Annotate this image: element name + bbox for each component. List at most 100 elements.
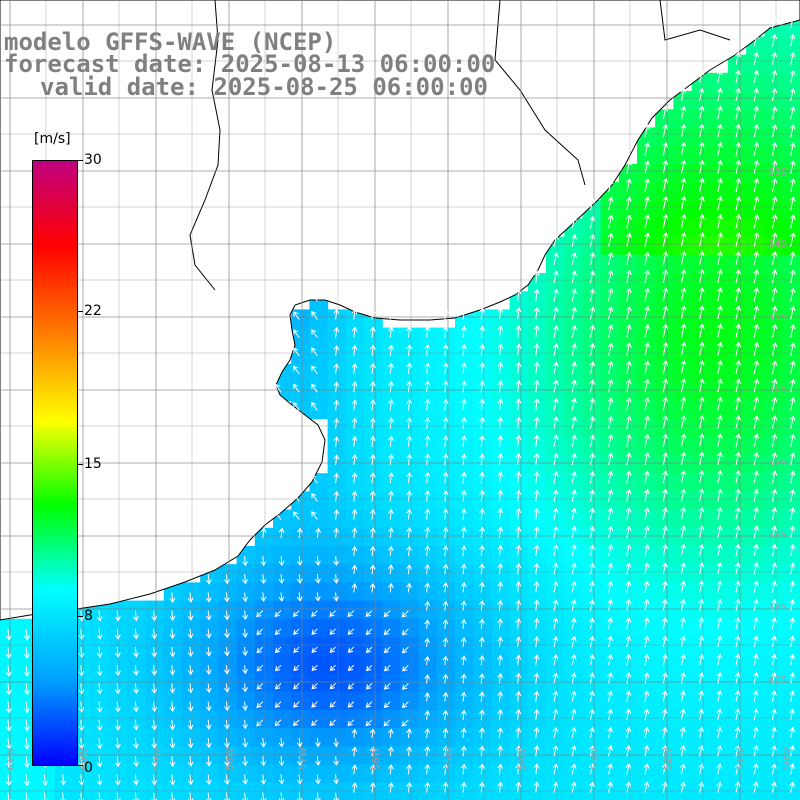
colorbar-tick-0: 0 — [84, 760, 93, 776]
speed-cell — [564, 418, 583, 438]
wind-arrow — [151, 628, 158, 640]
wind-arrow — [293, 383, 300, 393]
speed-cell — [491, 400, 511, 420]
speed-cell — [764, 527, 784, 547]
wind-arrow — [717, 177, 723, 193]
wind-arrow — [771, 635, 777, 648]
wind-arrow — [497, 307, 504, 320]
wind-arrow — [552, 452, 559, 466]
speed-cell — [746, 509, 765, 529]
wind-arrow — [311, 492, 318, 502]
wind-arrow — [589, 653, 595, 666]
speed-cell — [473, 400, 492, 420]
wind-arrow — [771, 617, 777, 629]
wind-arrow — [571, 507, 577, 520]
speed-cell — [746, 327, 765, 347]
speed-cell — [691, 655, 711, 674]
wind-arrow — [256, 701, 264, 709]
speed-cell — [582, 691, 602, 711]
speed-cell — [546, 746, 565, 765]
speed-cell — [546, 546, 565, 565]
speed-cell — [309, 764, 329, 784]
speed-cell — [709, 127, 729, 147]
wind-arrow — [698, 341, 705, 356]
wind-arrow — [424, 362, 431, 375]
speed-cell — [691, 254, 711, 274]
wind-arrow — [662, 580, 668, 593]
speed-cell — [655, 637, 674, 656]
wind-arrow — [388, 344, 394, 356]
wind-arrow — [698, 671, 704, 684]
wind-arrow — [387, 728, 394, 739]
wind-arrow — [515, 617, 522, 629]
wind-arrow — [114, 701, 121, 713]
speed-cell — [673, 564, 693, 583]
speed-cell — [582, 582, 602, 602]
wind-arrow — [789, 396, 796, 411]
wind-arrow — [351, 728, 358, 739]
speed-cell — [0, 618, 19, 638]
speed-cell — [127, 637, 147, 656]
speed-cell — [782, 91, 800, 110]
wind-arrow — [333, 417, 340, 429]
speed-cell — [600, 655, 620, 674]
wind-arrow — [625, 781, 632, 793]
speed-cell — [473, 364, 492, 383]
wind-arrow — [625, 580, 632, 593]
wind-arrow — [461, 343, 467, 356]
speed-cell — [527, 309, 547, 329]
speed-cell — [527, 637, 547, 656]
wind-arrow — [333, 344, 340, 356]
speed-cell — [400, 618, 420, 638]
wind-arrow — [442, 489, 449, 502]
speed-cell — [618, 691, 638, 711]
speed-cell — [455, 418, 474, 438]
wind-arrow — [625, 470, 632, 484]
wind-arrow — [643, 690, 650, 702]
speed-cell — [618, 473, 638, 492]
speed-cell — [163, 728, 183, 747]
wind-arrow — [297, 527, 303, 538]
wind-arrow — [735, 359, 741, 375]
wind-arrow — [625, 324, 632, 338]
speed-cell — [673, 618, 693, 638]
speed-cell — [200, 691, 219, 711]
speed-cell — [637, 436, 656, 456]
wind-arrow — [698, 69, 705, 83]
speed-cell — [491, 691, 511, 711]
wind-arrow — [205, 774, 212, 786]
wind-arrow — [735, 396, 741, 411]
wind-arrow — [717, 213, 723, 229]
wind-arrow — [571, 215, 577, 229]
wind-arrow — [771, 341, 778, 356]
wind-arrow — [789, 653, 795, 666]
speed-cell — [764, 382, 784, 401]
speed-cell — [382, 509, 401, 529]
speed-cell — [309, 728, 329, 747]
speed-cell — [509, 746, 529, 765]
wind-arrow — [734, 653, 741, 666]
speed-cell — [546, 491, 565, 511]
speed-cell — [691, 582, 711, 602]
wind-arrow — [274, 383, 282, 393]
wind-arrow — [570, 672, 577, 684]
speed-cell — [691, 764, 711, 784]
speed-cell — [782, 327, 800, 347]
speed-cell — [18, 764, 37, 784]
wind-arrow — [662, 123, 669, 138]
wind-arrow — [607, 360, 614, 375]
wind-arrow — [680, 470, 687, 484]
speed-cell — [746, 182, 765, 201]
speed-cell — [600, 618, 620, 638]
speed-cell — [382, 473, 401, 492]
speed-cell — [728, 637, 747, 656]
speed-cell — [637, 709, 656, 729]
wind-arrow — [24, 665, 30, 678]
speed-cell — [564, 236, 583, 256]
wind-arrow — [274, 511, 282, 520]
wind-arrow — [734, 598, 741, 611]
wind-arrow — [589, 342, 596, 356]
speed-cell — [600, 291, 620, 310]
speed-cell — [327, 728, 347, 747]
speed-cell — [455, 327, 474, 347]
